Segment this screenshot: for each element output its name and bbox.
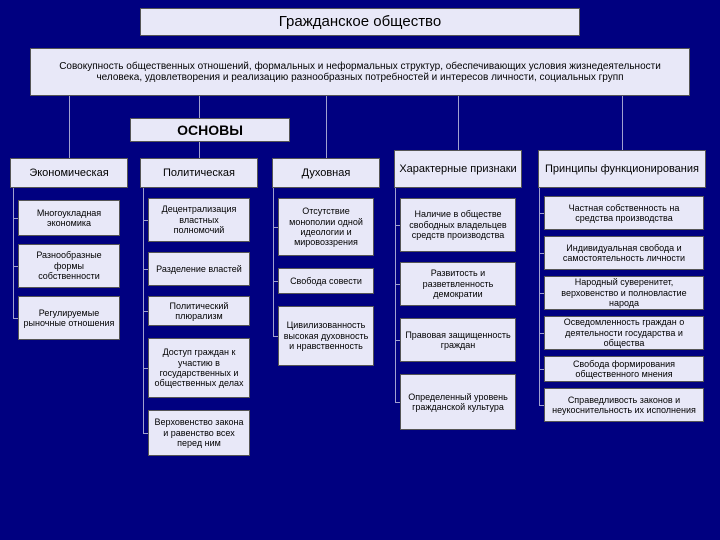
connector xyxy=(326,96,327,158)
characteristic-item: Определенный уровень гражданской культур… xyxy=(400,374,516,430)
description-box: Совокупность общественных отношений, фор… xyxy=(30,48,690,96)
principle-item: Свобода формирования общественного мнени… xyxy=(544,356,704,382)
characteristic-item: Наличие в обществе свободных владельцев … xyxy=(400,198,516,252)
connector xyxy=(273,188,274,336)
connector xyxy=(458,96,459,150)
header-spiritual: Духовная xyxy=(272,158,380,188)
political-item: Доступ граждан к участию в государственн… xyxy=(148,338,250,398)
spiritual-item: Отсутствие монополии одной идеологии и м… xyxy=(278,198,374,256)
header-characteristics: Характерные признаки xyxy=(394,150,522,188)
characteristic-item: Правовая защищенность граждан xyxy=(400,318,516,362)
principle-item: Осведомленность граждан о деятельности г… xyxy=(544,316,704,350)
economic-item: Регулируемые рыночные отношения xyxy=(18,296,120,340)
political-item: Верховенство закона и равенство всех пер… xyxy=(148,410,250,456)
title-box: Гражданское общество xyxy=(140,8,580,36)
connector xyxy=(395,188,396,402)
economic-item: Многоукладная экономика xyxy=(18,200,120,236)
spiritual-item: Свобода совести xyxy=(278,268,374,294)
economic-item: Разнообразные формы собственности xyxy=(18,244,120,288)
header-economic: Экономическая xyxy=(10,158,128,188)
connector xyxy=(69,96,70,158)
principle-item: Индивидуальная свобода и самостоятельнос… xyxy=(544,236,704,270)
connector xyxy=(13,188,14,318)
osnovy-box: ОСНОВЫ xyxy=(130,118,290,142)
principle-item: Частная собственность на средства произв… xyxy=(544,196,704,230)
connector xyxy=(622,96,623,150)
principle-item: Народный суверенитет, верховенство и пол… xyxy=(544,276,704,310)
header-political: Политическая xyxy=(140,158,258,188)
political-item: Политический плюрализм xyxy=(148,296,250,326)
political-item: Децентрализация властных полномочий xyxy=(148,198,250,242)
political-item: Разделение властей xyxy=(148,252,250,286)
principle-item: Справедливость законов и неукоснительнос… xyxy=(544,388,704,422)
header-principles: Принципы функционирования xyxy=(538,150,706,188)
spiritual-item: Цивилизованность высокая духовность и нр… xyxy=(278,306,374,366)
characteristic-item: Развитость и разветвленность демократии xyxy=(400,262,516,306)
connector xyxy=(539,188,540,405)
